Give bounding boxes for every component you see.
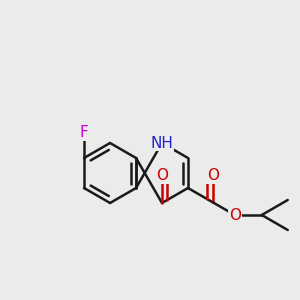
Text: NH: NH [151,136,173,151]
Text: O: O [207,168,219,183]
Text: O: O [156,169,168,184]
Text: O: O [229,208,241,223]
Text: F: F [80,125,88,140]
